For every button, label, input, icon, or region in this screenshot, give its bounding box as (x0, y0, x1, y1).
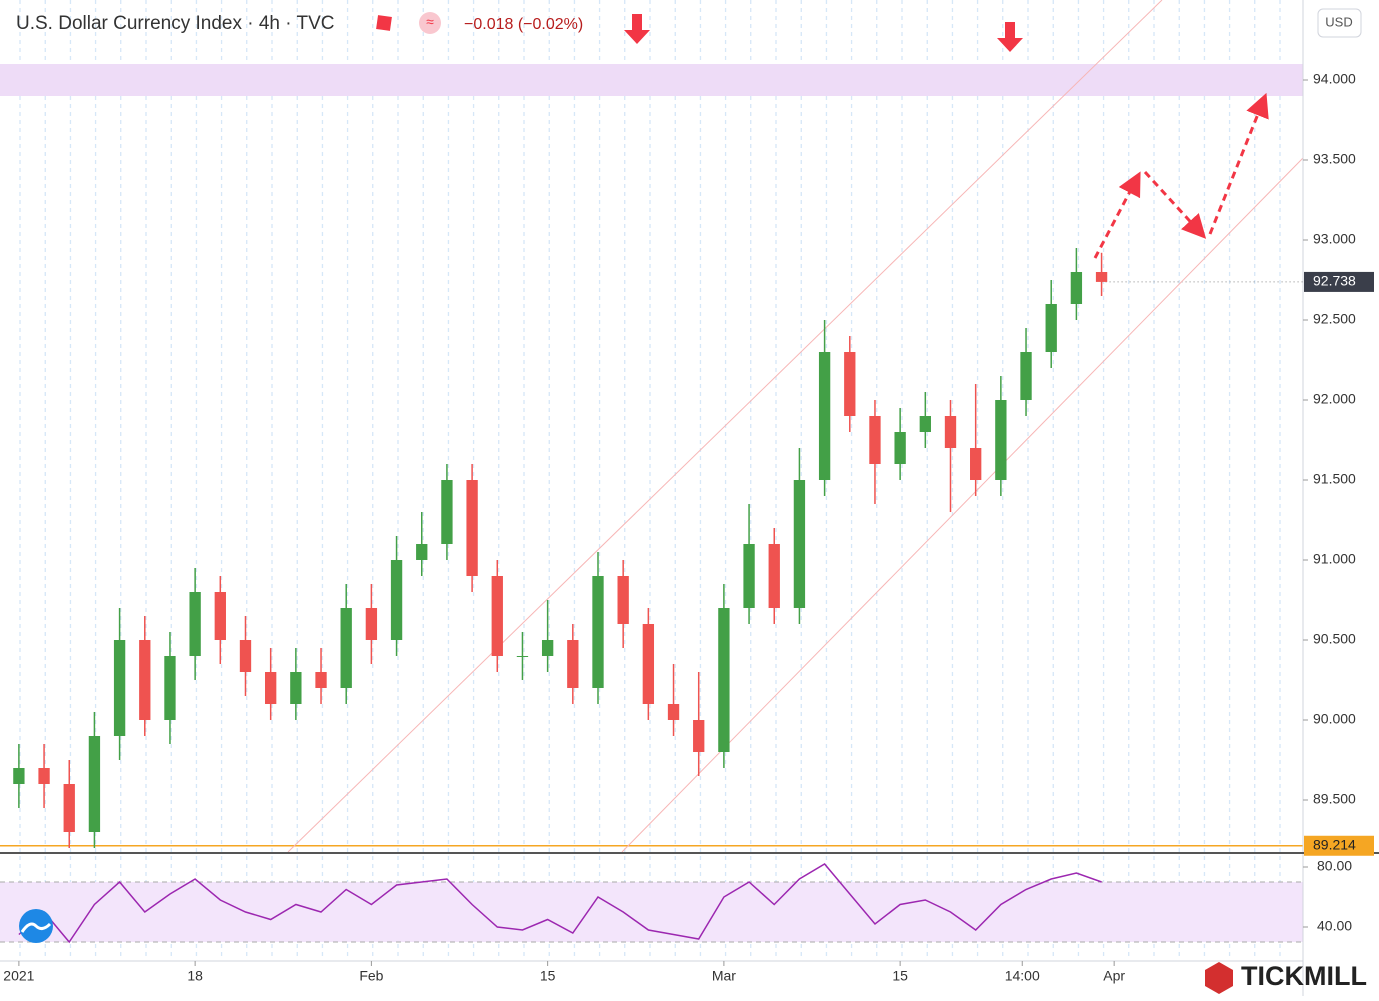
candle-body (466, 480, 478, 576)
candle-body (743, 544, 755, 608)
brand-logo (1205, 962, 1233, 994)
currency-label[interactable]: USD (1325, 14, 1352, 29)
zone (0, 64, 1303, 96)
indicator-icon (419, 12, 441, 34)
candle-body (63, 784, 75, 832)
y-tick-label: 91.000 (1313, 551, 1356, 567)
candle-body (642, 624, 655, 704)
candle-body (516, 656, 529, 657)
candle-body (416, 544, 428, 560)
candle-body (567, 640, 579, 688)
candle-body (189, 592, 201, 656)
candle-body (1070, 272, 1083, 304)
x-tick-label: Apr (1103, 968, 1125, 984)
candle-body (793, 480, 806, 608)
candle-body (390, 560, 403, 640)
y-tick-label: 80.00 (1317, 858, 1352, 874)
signal-arrow (997, 22, 1023, 52)
y-tick-label: 89.500 (1313, 791, 1356, 807)
candle-body (365, 608, 378, 640)
projection-arrow (1093, 171, 1141, 259)
y-tick-label: 90.000 (1313, 711, 1356, 727)
y-tick-label: 93.000 (1313, 231, 1356, 247)
candle-body (1095, 272, 1108, 282)
y-tick-label: 91.500 (1313, 471, 1356, 487)
channel-line (621, 157, 1304, 853)
level-label: 89.214 (1313, 836, 1356, 852)
candle-body (718, 608, 730, 752)
x-tick-label: 2021 (3, 968, 34, 984)
rsi-logo (19, 909, 53, 943)
chart-title: U.S. Dollar Currency Index · 4h · TVC (16, 13, 335, 34)
candle-body (13, 768, 25, 784)
rsi-line (18, 863, 1102, 944)
candle-body (88, 736, 101, 832)
candle-body (818, 352, 831, 480)
last-price-tag (1304, 271, 1374, 292)
y-tick-label: 90.500 (1313, 631, 1356, 647)
x-tick-label: Mar (712, 968, 736, 984)
candle-body (869, 416, 881, 464)
brand-name: TICKMILL (1241, 961, 1367, 991)
flag-icon (376, 15, 392, 31)
candle-body (113, 640, 126, 736)
y-tick-label: 92.000 (1313, 391, 1356, 407)
candle-body (265, 672, 277, 704)
y-tick-label: 93.500 (1313, 151, 1356, 167)
candle-body (239, 640, 252, 672)
candle-body (164, 656, 176, 720)
candle-body (491, 576, 503, 656)
candle-body (290, 672, 302, 704)
y-tick-label: 92.500 (1313, 311, 1356, 327)
candle-body (693, 720, 705, 752)
candle-body (970, 448, 982, 480)
candle-body (541, 640, 554, 656)
price-change: −0.018 (−0.02%) (464, 16, 583, 33)
x-tick-label: Feb (359, 968, 383, 984)
candle-body (38, 768, 50, 784)
rsi-band (0, 882, 1303, 942)
last-price-label: 92.738 (1313, 273, 1356, 289)
projection-arrow (1143, 170, 1207, 239)
y-tick-label: 94.000 (1313, 71, 1356, 87)
candle-body (919, 416, 931, 432)
session-grid (0, 0, 1303, 852)
candle-body (139, 640, 151, 720)
signal-arrow (624, 14, 650, 44)
x-tick-label: 15 (540, 968, 556, 984)
candle-body (1020, 352, 1032, 400)
channel-line (287, 0, 1163, 853)
candle-body (894, 432, 906, 464)
candle-body (944, 416, 957, 448)
candle-body (995, 400, 1007, 480)
y-tick-label: 40.00 (1317, 918, 1352, 934)
candle-body (340, 608, 352, 688)
currency-button[interactable] (1317, 8, 1362, 38)
x-tick-label: 14:00 (1005, 968, 1040, 984)
candle-body (1045, 304, 1057, 352)
candle-body (592, 576, 604, 688)
candle-body (617, 576, 629, 624)
candle-body (315, 672, 327, 688)
candle-body (214, 592, 226, 640)
candle-body (441, 480, 453, 544)
x-tick-label: 15 (892, 968, 908, 984)
candle-body (844, 352, 856, 416)
x-tick-label: 18 (187, 968, 203, 984)
candle-body (768, 544, 780, 608)
candle-body (667, 704, 680, 720)
indicator-symbol: ≈ (426, 14, 434, 30)
level-tag (1304, 835, 1374, 856)
